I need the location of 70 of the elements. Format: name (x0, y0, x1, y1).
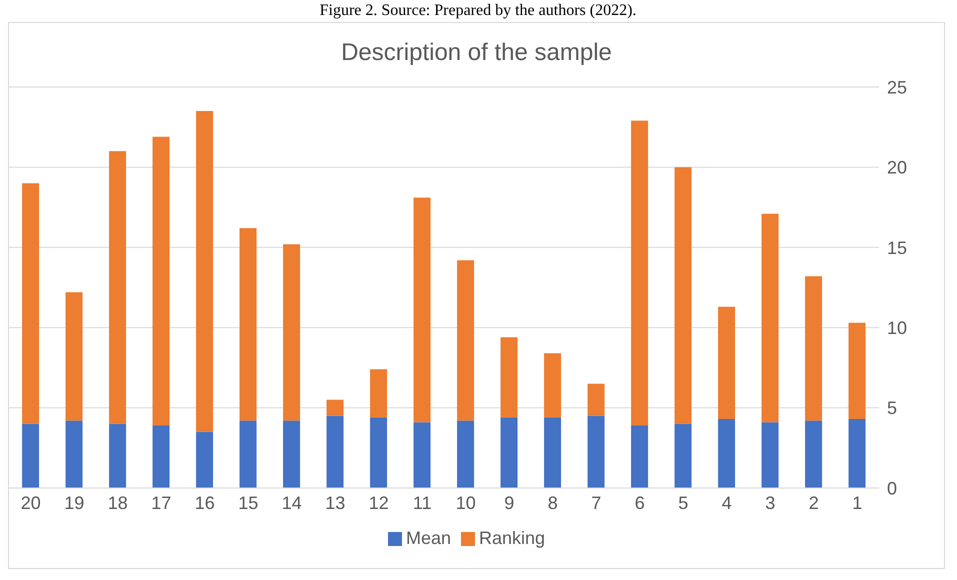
x-tick-label: 20 (20, 492, 41, 513)
x-tick-label: 8 (548, 492, 558, 513)
bar (718, 306, 736, 420)
bar (283, 420, 300, 488)
bar (718, 419, 736, 488)
y-tick-label: 5 (887, 398, 898, 418)
bar (588, 384, 605, 416)
y-tick-label: 10 (887, 318, 908, 338)
bar (152, 136, 170, 426)
y-tick-label: 25 (887, 77, 908, 98)
bar (631, 425, 648, 488)
bar (240, 228, 257, 421)
caption: Figure 2. Source: Prepared by the authors (2022). (318, 2, 638, 20)
bar (66, 292, 83, 421)
bar (109, 151, 126, 424)
legend-label: Mean (406, 528, 451, 548)
x-tick-label: 15 (238, 492, 258, 513)
y-tick-label: 15 (887, 238, 908, 258)
bar (22, 183, 40, 424)
x-tick-label: 17 (151, 492, 172, 513)
bar (283, 244, 300, 421)
bar (109, 424, 126, 488)
bar (414, 422, 431, 488)
x-tick-label: 12 (368, 492, 389, 513)
x-tick-label: 4 (722, 492, 732, 513)
x-tick-label: 6 (634, 492, 645, 513)
x-tick-label: 14 (282, 492, 302, 513)
bar (848, 322, 866, 420)
bar (196, 111, 214, 432)
bar (196, 432, 214, 488)
bar (544, 417, 562, 488)
bar (631, 120, 648, 426)
bar (370, 417, 388, 488)
bar (326, 416, 344, 488)
bar (240, 420, 257, 488)
bar (848, 419, 866, 488)
x-tick-label: 7 (591, 492, 602, 513)
chart-title: Description of the sample (340, 39, 613, 67)
legend-label: Ranking (478, 528, 546, 548)
x-tick-label: 2 (808, 492, 819, 513)
bar (500, 417, 518, 488)
x-tick-label: 13 (325, 492, 346, 513)
bar (674, 424, 692, 488)
bar (457, 420, 474, 488)
bar (762, 214, 779, 422)
y-tick-label: 20 (887, 158, 908, 178)
bar (762, 422, 779, 488)
bar (414, 198, 431, 422)
bar (500, 337, 518, 418)
x-tick-label: 9 (504, 492, 514, 513)
bar (805, 420, 822, 488)
bar (544, 353, 562, 418)
x-tick-label: 19 (64, 492, 84, 513)
bar (66, 420, 83, 488)
x-tick-label: 3 (765, 492, 776, 513)
bar (152, 425, 170, 488)
bar (805, 276, 822, 421)
x-tick-label: 1 (852, 492, 862, 513)
bar (457, 260, 474, 421)
x-tick-label: 16 (194, 492, 215, 513)
bar (674, 167, 692, 424)
bar (326, 400, 344, 416)
y-tick-label: 0 (887, 478, 898, 498)
bar (588, 416, 605, 488)
bar (22, 424, 40, 488)
bar (370, 369, 388, 418)
x-tick-label: 10 (456, 492, 476, 513)
x-tick-label: 5 (678, 492, 688, 513)
x-tick-label: 18 (108, 492, 128, 513)
x-tick-label: 11 (412, 492, 432, 513)
